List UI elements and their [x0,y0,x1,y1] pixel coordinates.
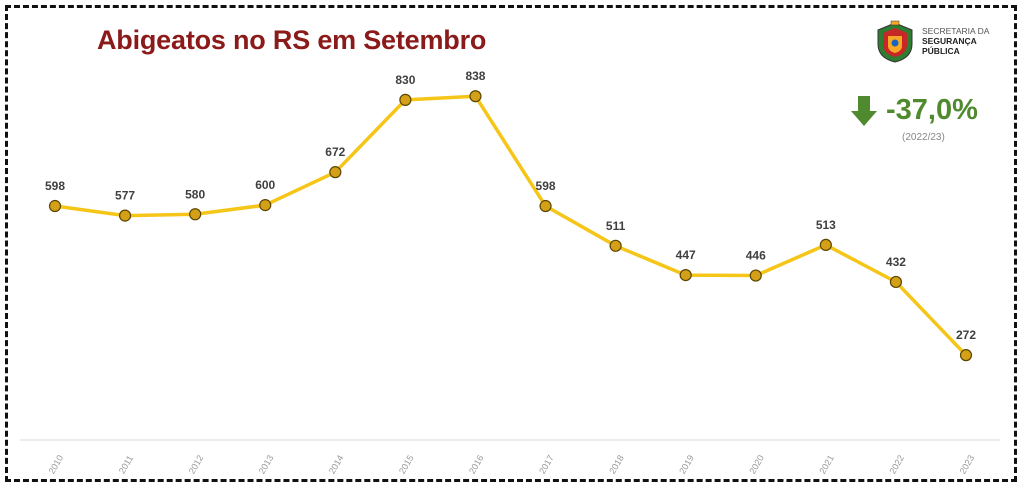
change-period: (2022/23) [902,132,945,143]
data-point-2020 [749,269,762,282]
series-line [53,94,968,357]
x-tick-label-2021: 2021 [817,453,836,475]
x-tick-label-2011: 2011 [117,454,135,476]
logo: SECRETARIA DA SEGURANÇA PÚBLICA [874,20,989,64]
data-point-2021 [819,238,832,252]
x-tick-label-2017: 2017 [537,453,556,475]
x-tick-label-2016: 2016 [467,453,486,475]
data-label-2010: 598 [45,179,65,193]
data-label-2015: 830 [395,73,415,87]
data-label-2023: 272 [956,328,976,342]
data-point-2011 [118,209,132,222]
data-point-2015 [399,93,412,106]
chart-title: Abigeatos no RS em Setembro [97,25,487,55]
data-point-2022 [889,275,903,289]
data-label-2011: 577 [115,189,135,203]
logo-line-3: PÚBLICA [922,46,960,56]
data-label-2021: 513 [816,218,836,232]
x-tick-label-2023: 2023 [958,453,977,475]
data-point-2023 [959,349,973,362]
data-point-2010 [48,199,62,213]
x-tick-label-2014: 2014 [327,453,346,475]
x-tick-label-2015: 2015 [397,453,416,475]
data-point-2019 [679,268,692,282]
x-tick-label-2012: 2012 [187,453,206,475]
x-tick-label-2019: 2019 [677,453,696,475]
data-label-2020: 446 [746,249,766,263]
x-tick-label-2010: 2010 [47,453,66,475]
x-tick-label-2018: 2018 [607,453,626,475]
change-indicator: -37,0% [850,94,978,127]
data-label-2013: 600 [255,178,275,192]
data-label-2014: 672 [325,145,345,159]
logo-line-2: SEGURANÇA [922,36,977,46]
logo-text: SECRETARIA DA SEGURANÇA PÚBLICA [922,26,989,56]
data-point-2014 [329,166,342,179]
change-value: -37,0% [886,94,978,126]
data-point-2018 [609,239,622,252]
data-label-2016: 838 [465,69,485,83]
data-point-2013 [259,199,272,212]
data-label-2019: 447 [676,248,696,262]
data-label-2012: 580 [185,187,205,201]
x-tick-label-2020: 2020 [747,453,766,475]
data-point-2016 [469,90,482,103]
x-tick-label-2013: 2013 [257,453,276,475]
chart-frame [5,5,1017,482]
data-label-2017: 598 [536,179,556,193]
data-label-2018: 511 [606,219,626,233]
coat-of-arms-icon [877,20,913,63]
data-label-2022: 432 [886,255,906,269]
x-tick-label-2022: 2022 [887,453,906,475]
logo-line-1: SECRETARIA DA [922,26,990,36]
data-point-2012 [189,208,202,221]
data-point-2017 [539,199,552,213]
arrow-down-icon [851,95,877,126]
